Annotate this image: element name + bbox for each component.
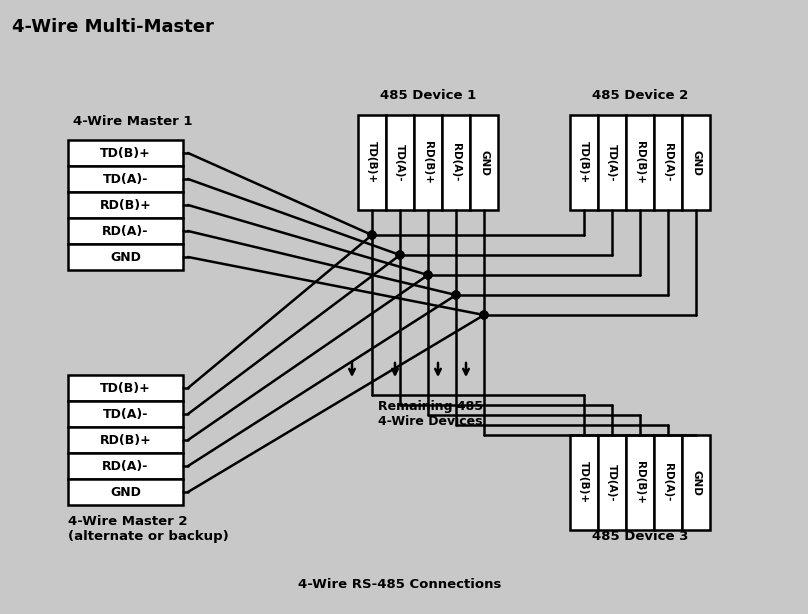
Bar — [598, 435, 626, 530]
Bar — [68, 244, 183, 270]
Text: 4-Wire Multi-Master: 4-Wire Multi-Master — [12, 18, 214, 36]
Bar — [414, 115, 442, 210]
Bar — [68, 218, 183, 244]
Text: RD(A)-: RD(A)- — [103, 225, 149, 238]
Bar — [68, 192, 183, 218]
Text: GND: GND — [110, 486, 141, 499]
Bar — [68, 140, 183, 166]
Text: GND: GND — [691, 150, 701, 176]
Text: TD(A)-: TD(A)- — [395, 144, 405, 181]
Text: 4-Wire Master 1: 4-Wire Master 1 — [73, 115, 192, 128]
Text: RD(B)+: RD(B)+ — [635, 461, 645, 504]
Bar — [386, 115, 414, 210]
Text: 485 Device 2: 485 Device 2 — [592, 89, 688, 102]
Text: RD(B)+: RD(B)+ — [635, 141, 645, 184]
Bar — [68, 375, 183, 401]
Text: RD(A)-: RD(A)- — [663, 143, 673, 182]
Bar — [68, 166, 183, 192]
Circle shape — [368, 231, 376, 239]
Bar — [470, 115, 498, 210]
Circle shape — [452, 291, 460, 299]
Bar — [682, 435, 710, 530]
Text: 4-Wire RS-485 Connections: 4-Wire RS-485 Connections — [298, 578, 502, 591]
Bar — [68, 479, 183, 505]
Circle shape — [424, 271, 432, 279]
Circle shape — [396, 251, 404, 259]
Text: TD(B)+: TD(B)+ — [100, 381, 151, 395]
Text: RD(A)-: RD(A)- — [451, 143, 461, 182]
Text: GND: GND — [110, 251, 141, 263]
Text: RD(B)+: RD(B)+ — [99, 433, 151, 446]
Text: TD(A)-: TD(A)- — [607, 144, 617, 181]
Circle shape — [480, 311, 488, 319]
Bar — [626, 115, 654, 210]
Bar — [570, 115, 598, 210]
Bar — [68, 453, 183, 479]
Bar — [626, 435, 654, 530]
Text: 4-Wire Master 2
(alternate or backup): 4-Wire Master 2 (alternate or backup) — [68, 515, 229, 543]
Circle shape — [480, 311, 488, 319]
Circle shape — [452, 291, 460, 299]
Bar — [442, 115, 470, 210]
Bar — [358, 115, 386, 210]
Bar — [570, 435, 598, 530]
Circle shape — [368, 231, 376, 239]
Circle shape — [424, 271, 432, 279]
Text: RD(B)+: RD(B)+ — [423, 141, 433, 184]
Bar — [598, 115, 626, 210]
Circle shape — [396, 251, 404, 259]
Text: GND: GND — [691, 470, 701, 495]
Bar — [68, 401, 183, 427]
Text: RD(A)-: RD(A)- — [103, 459, 149, 473]
Text: GND: GND — [479, 150, 489, 176]
Text: TD(B)+: TD(B)+ — [579, 462, 589, 503]
Text: RD(B)+: RD(B)+ — [99, 198, 151, 211]
Text: 485 Device 1: 485 Device 1 — [380, 89, 476, 102]
Bar — [68, 427, 183, 453]
Text: TD(A)-: TD(A)- — [607, 464, 617, 501]
Text: TD(A)-: TD(A)- — [103, 173, 148, 185]
Bar — [682, 115, 710, 210]
Text: RD(A)-: RD(A)- — [663, 464, 673, 502]
Text: Remaining 485
4-Wire Devices: Remaining 485 4-Wire Devices — [377, 400, 482, 428]
Text: 485 Device 3: 485 Device 3 — [591, 530, 688, 543]
Bar — [654, 115, 682, 210]
Bar — [654, 435, 682, 530]
Text: TD(A)-: TD(A)- — [103, 408, 148, 421]
Text: TD(B)+: TD(B)+ — [100, 147, 151, 160]
Text: TD(B)+: TD(B)+ — [367, 141, 377, 184]
Text: TD(B)+: TD(B)+ — [579, 141, 589, 184]
